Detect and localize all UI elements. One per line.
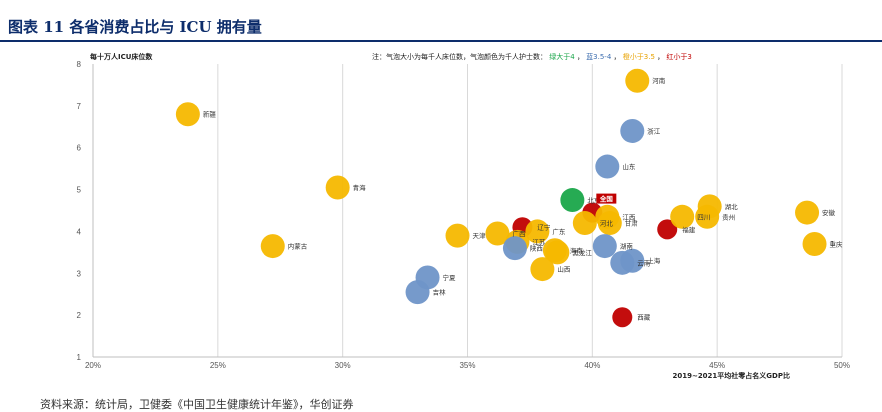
x-tick-label: 45% bbox=[709, 361, 725, 370]
bubble-point bbox=[545, 240, 570, 265]
point-label: 四川 bbox=[697, 213, 710, 221]
bubble-point bbox=[592, 234, 617, 259]
source-note: 资料来源：统计局，卫健委《中国卫生健康统计年鉴》，华创证券 bbox=[40, 398, 354, 411]
y-tick-label: 7 bbox=[77, 102, 82, 111]
bubble-point bbox=[657, 219, 678, 240]
point-label: 浙江 bbox=[647, 126, 661, 135]
point-label: 广东 bbox=[552, 227, 566, 236]
x-tick-label: 50% bbox=[834, 361, 850, 370]
bubble-point bbox=[802, 231, 827, 256]
point-label: 海南 bbox=[570, 246, 584, 255]
point-label: 广西 bbox=[512, 229, 526, 238]
bubble-point bbox=[795, 200, 820, 225]
y-axis-label: 每十万人ICU床位数 bbox=[90, 52, 153, 61]
bubble-point bbox=[445, 223, 470, 248]
legend-note-red: 红小于3 bbox=[666, 52, 691, 61]
y-tick-label: 2 bbox=[77, 311, 82, 320]
bubble-point bbox=[595, 154, 620, 179]
bubble-point bbox=[597, 211, 622, 236]
bubble-point bbox=[502, 236, 527, 261]
bubble-point bbox=[572, 211, 597, 236]
point-label: 天津 bbox=[473, 232, 487, 240]
point-label: 福建 bbox=[682, 225, 696, 234]
bubble-point bbox=[560, 188, 585, 213]
point-label: 北京 bbox=[587, 196, 601, 205]
legend-note-prefix: 注：气泡大小为每千人床位数，气泡颜色为千人护士数： bbox=[372, 52, 547, 61]
point-label: 云南 bbox=[637, 258, 651, 267]
point-label: 贵州 bbox=[722, 212, 735, 221]
point-label: 安徽 bbox=[822, 208, 836, 217]
legend-note-yellow: 橙小于3.5 bbox=[623, 52, 655, 61]
x-tick-label: 30% bbox=[335, 361, 351, 370]
national-label-box bbox=[596, 193, 617, 204]
title-rule bbox=[0, 40, 882, 42]
point-label: 河北 bbox=[600, 220, 614, 228]
legend-note-green: 绿大于4 bbox=[549, 52, 575, 61]
point-label: 甘肃 bbox=[625, 219, 639, 228]
legend-note-blue: 蓝3.5-4 bbox=[586, 52, 612, 61]
point-label: 新疆 bbox=[203, 110, 217, 119]
bubble-point bbox=[625, 68, 650, 93]
point-label: 湖北 bbox=[725, 202, 739, 211]
bubble-point bbox=[695, 204, 720, 229]
bubble-point bbox=[525, 219, 550, 244]
grid-layer: 20% 25% 30% 35% 40% 45% 50% 1 2 3 4 5 6 7 8 bbox=[77, 60, 850, 370]
point-label: 湖南 bbox=[620, 242, 634, 251]
x-tick-label: 35% bbox=[459, 361, 475, 370]
bubble-point bbox=[620, 118, 645, 143]
legend-note: 注：气泡大小为每千人床位数，气泡颜色为千人护士数： 绿大于4 ， 蓝3.5-4 … bbox=[372, 52, 692, 61]
bubble-point bbox=[530, 257, 555, 282]
bubble-point bbox=[325, 175, 350, 200]
point-label: 内蒙古 bbox=[288, 242, 308, 251]
bubble-point bbox=[610, 250, 635, 275]
y-tick-label: 8 bbox=[77, 60, 82, 69]
y-tick-label: 3 bbox=[77, 269, 82, 278]
bubble-point bbox=[670, 204, 695, 229]
y-tick-label: 1 bbox=[77, 353, 82, 362]
bubble-point bbox=[612, 307, 633, 328]
bubble-point bbox=[175, 102, 200, 127]
bubble-point bbox=[485, 221, 510, 246]
x-tick-label: 20% bbox=[85, 361, 101, 370]
point-label: 山东 bbox=[622, 162, 636, 171]
point-label: 全国 bbox=[599, 194, 614, 203]
bubble-point bbox=[260, 234, 285, 259]
point-label: 重庆 bbox=[830, 239, 844, 248]
x-tick-label: 25% bbox=[210, 361, 226, 370]
point-label: 黑龙江 bbox=[572, 248, 592, 257]
point-label: 山西 bbox=[557, 265, 571, 274]
point-label: 陕西 bbox=[530, 244, 544, 253]
x-tick-label: 40% bbox=[584, 361, 600, 370]
point-label: 辽宁 bbox=[537, 223, 551, 232]
point-label: 宁夏 bbox=[443, 273, 457, 282]
bubble-layer bbox=[175, 68, 827, 328]
figure-title: 图表 11 各省消费占比与 ICU 拥有量 bbox=[8, 18, 262, 36]
point-label: 河南 bbox=[652, 76, 666, 85]
point-label: 吉林 bbox=[433, 288, 447, 297]
point-label: 江西 bbox=[622, 213, 636, 221]
point-label: 西藏 bbox=[637, 313, 651, 322]
bubble-point bbox=[405, 280, 430, 305]
point-label: 青海 bbox=[353, 183, 367, 192]
y-tick-label: 6 bbox=[77, 144, 82, 153]
y-tick-label: 4 bbox=[77, 227, 82, 236]
point-label: 江苏 bbox=[532, 237, 546, 246]
y-tick-label: 5 bbox=[77, 186, 82, 195]
point-label: 上海 bbox=[647, 256, 661, 265]
x-axis-label: 2019~2021平均社零占名义GDP比 bbox=[672, 371, 790, 380]
